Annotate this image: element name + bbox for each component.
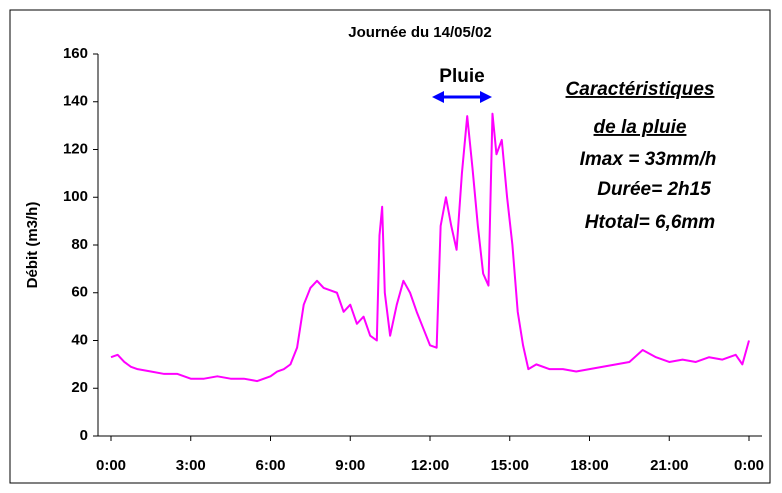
y-tick-label: 0	[80, 427, 88, 444]
chart-title: Journée du 14/05/02	[348, 24, 491, 41]
y-tick-label: 60	[71, 284, 88, 301]
data-line	[110, 112, 750, 383]
x-tick-label: 9:00	[335, 457, 365, 474]
y-tick-label: 100	[63, 188, 88, 205]
x-tick-label: 15:00	[491, 457, 529, 474]
y-tick-label: 120	[63, 140, 88, 157]
annotation: Htotal= 6,6mm	[585, 212, 716, 233]
y-axis-label: Débit (m3/h)	[24, 202, 41, 289]
y-tick-label: 20	[71, 379, 88, 396]
x-tick-label: 12:00	[411, 457, 449, 474]
annotation: Durée= 2h15	[597, 179, 711, 200]
y-tick-label: 40	[71, 331, 88, 348]
y-tick-label: 80	[71, 236, 88, 253]
x-tick-label: 18:00	[570, 457, 608, 474]
y-tick-label: 140	[63, 93, 88, 110]
annotation: Caractéristiques	[566, 79, 715, 100]
x-tick-label: 0:00	[96, 457, 126, 474]
annotation: de la pluie	[594, 117, 687, 138]
x-tick-label: 3:00	[176, 457, 206, 474]
annotation: Pluie	[439, 66, 484, 87]
y-tick-label: 160	[63, 45, 88, 62]
annotation: Imax = 33mm/h	[580, 149, 717, 170]
x-tick-label: 6:00	[255, 457, 285, 474]
chart-frame	[9, 9, 771, 484]
rain-arrow	[432, 91, 492, 103]
x-tick-label: 21:00	[650, 457, 688, 474]
x-tick-label: 0:00	[734, 457, 764, 474]
